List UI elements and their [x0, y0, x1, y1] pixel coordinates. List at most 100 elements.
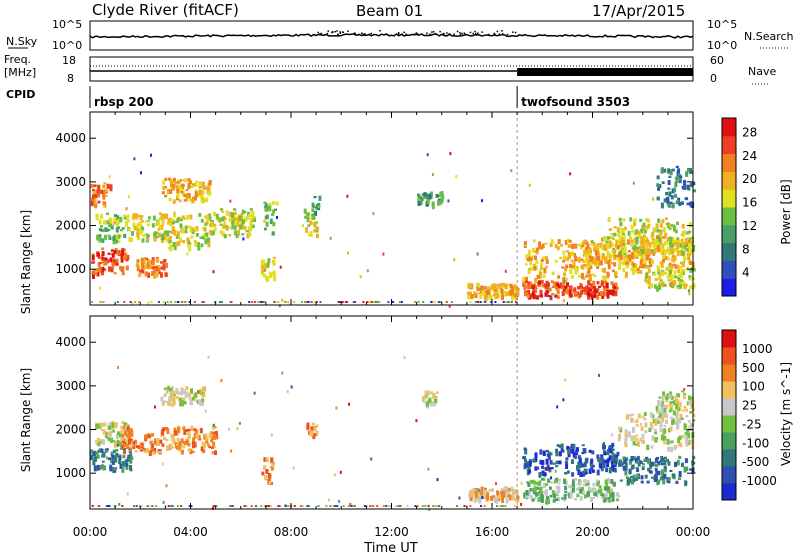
- range-gate-cell: [610, 233, 614, 236]
- range-gate-cell: [624, 462, 628, 467]
- range-gate-cell: [524, 291, 528, 296]
- range-gate-cell: [584, 472, 588, 475]
- range-gate-cell: [589, 249, 592, 255]
- range-gate-cell: [646, 225, 650, 229]
- range-gate-cell: [140, 226, 144, 232]
- range-gate-cell: [157, 268, 161, 272]
- range-gate-cell: [659, 236, 663, 239]
- range-gate-cell: [243, 505, 246, 507]
- range-gate-cell: [524, 263, 528, 266]
- range-gate-cell: [397, 505, 400, 507]
- range-gate-cell: [501, 292, 505, 298]
- range-gate-cell: [191, 199, 195, 204]
- range-gate-cell: [683, 255, 687, 262]
- range-gate-cell: [603, 452, 607, 456]
- range-gate-cell: [588, 449, 592, 453]
- range-gate-cell: [563, 497, 567, 502]
- range-gate-cell: [523, 241, 527, 246]
- range-gate-cell: [228, 234, 232, 237]
- range-gate-cell: [96, 271, 100, 277]
- range-gate-cell: [170, 230, 174, 234]
- range-gate-cell: [571, 243, 575, 250]
- range-gate-cell: [526, 464, 530, 468]
- range-gate-cell: [663, 459, 667, 465]
- range-gate-cell: [120, 447, 124, 450]
- range-gate-cell: [560, 443, 564, 448]
- range-gate-cell: [317, 505, 320, 507]
- range-gate-cell: [654, 432, 658, 435]
- range-gate-cell: [549, 460, 553, 465]
- range-gate-cell: [511, 492, 515, 498]
- range-gate-cell: [314, 301, 316, 303]
- range-gate-cell: [261, 471, 265, 476]
- range-gate-cell: [579, 243, 583, 247]
- range-gate-cell: [193, 240, 197, 243]
- range-gate-cell: [566, 445, 570, 451]
- colorbar-segment: [722, 242, 736, 261]
- range-gate-cell: [622, 218, 626, 222]
- range-gate-cell: [527, 249, 531, 256]
- range-gate-cell: [201, 398, 205, 403]
- range-gate-cell: [688, 238, 692, 242]
- range-gate-cell: [142, 264, 146, 270]
- range-gate-cell: [349, 502, 352, 506]
- range-gate-cell: [581, 286, 584, 289]
- range-gate-cell: [382, 505, 385, 507]
- nsearch-dot: [461, 32, 463, 35]
- range-gate-cell: [267, 258, 271, 263]
- range-gate-cell: [538, 480, 542, 484]
- nsearch-dot: [426, 32, 428, 34]
- range-gate-cell: [678, 477, 681, 480]
- range-gate-cell: [389, 505, 392, 507]
- range-gate-cell: [608, 228, 612, 231]
- range-gate-cell: [676, 244, 680, 250]
- range-gate-cell: [126, 443, 129, 449]
- range-gate-cell: [190, 388, 193, 395]
- range-gate-cell: [527, 284, 531, 290]
- range-gate-cell: [173, 427, 177, 434]
- range-gate-cell: [197, 434, 201, 440]
- range-gate-cell: [648, 470, 652, 473]
- range-gate-cell: [182, 397, 186, 402]
- range-gate-cell: [586, 243, 590, 249]
- range-gate-cell: [114, 449, 118, 452]
- range-gate-cell: [597, 459, 600, 462]
- colorbar-segment: [722, 260, 736, 279]
- range-gate-cell: [494, 301, 497, 303]
- range-gate-cell: [250, 505, 253, 507]
- range-gate-cell: [483, 286, 487, 290]
- range-gate-cell: [160, 272, 163, 278]
- nsearch-dot: [448, 33, 451, 35]
- range-gate-cell: [688, 240, 692, 245]
- range-gate-cell: [148, 434, 152, 439]
- range-gate-cell: [194, 241, 198, 247]
- range-gate-cell: [681, 409, 685, 412]
- range-gate-cell: [110, 453, 114, 456]
- range-gate-cell: [641, 440, 645, 444]
- range-gate-cell: [577, 256, 581, 262]
- range-gate-cell: [659, 231, 663, 236]
- range-gate-cell: [663, 473, 667, 479]
- range-gate-cell: [538, 472, 542, 478]
- range-gate-cell: [251, 301, 254, 303]
- range-gate-cell: [287, 505, 290, 507]
- range-gate-cell: [234, 217, 237, 221]
- range-gate-cell: [353, 505, 356, 507]
- range-gate-cell: [661, 398, 665, 404]
- range-gate-cell: [632, 436, 636, 440]
- range-gate-cell: [175, 388, 179, 394]
- y-tick-label: 3000: [55, 379, 86, 393]
- range-gate-cell: [173, 211, 176, 215]
- range-gate-cell: [107, 228, 111, 232]
- range-gate-cell: [187, 183, 191, 189]
- range-gate-cell: [675, 249, 679, 252]
- range-gate-cell: [607, 449, 610, 452]
- range-gate-cell: [634, 457, 638, 462]
- range-gate-cell: [281, 371, 284, 375]
- range-gate-cell: [564, 378, 567, 382]
- nsearch-dot: [401, 33, 403, 35]
- range-gate-cell: [532, 293, 536, 300]
- range-gate-cell: [116, 220, 119, 227]
- range-gate-cell: [536, 274, 540, 280]
- range-gate-cell: [165, 438, 169, 442]
